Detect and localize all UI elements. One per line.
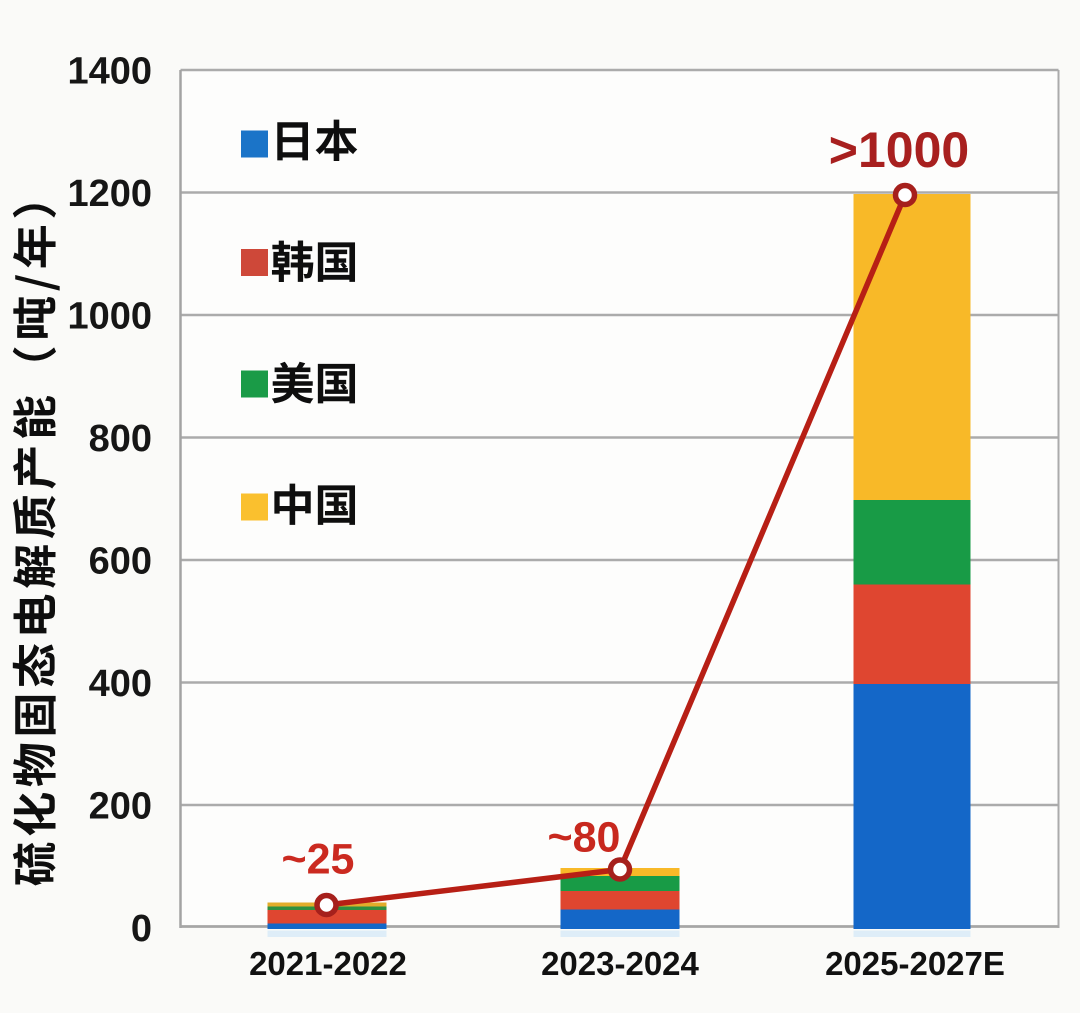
svg-text:1400: 1400 [67, 51, 152, 93]
svg-text:600: 600 [89, 541, 152, 583]
svg-text:~80: ~80 [548, 814, 621, 862]
svg-text:2025-2027E: 2025-2027E [825, 945, 1005, 982]
svg-text:~25: ~25 [282, 836, 355, 884]
svg-text:400: 400 [89, 663, 152, 705]
svg-text:2023-2024: 2023-2024 [541, 945, 699, 982]
svg-text:2021-2022: 2021-2022 [249, 945, 407, 982]
svg-text:200: 200 [89, 786, 152, 828]
svg-text:800: 800 [89, 418, 152, 460]
svg-text:0: 0 [131, 908, 152, 950]
svg-text:>1000: >1000 [829, 122, 969, 178]
svg-text:1200: 1200 [67, 173, 152, 215]
svg-text:1000: 1000 [67, 296, 152, 338]
